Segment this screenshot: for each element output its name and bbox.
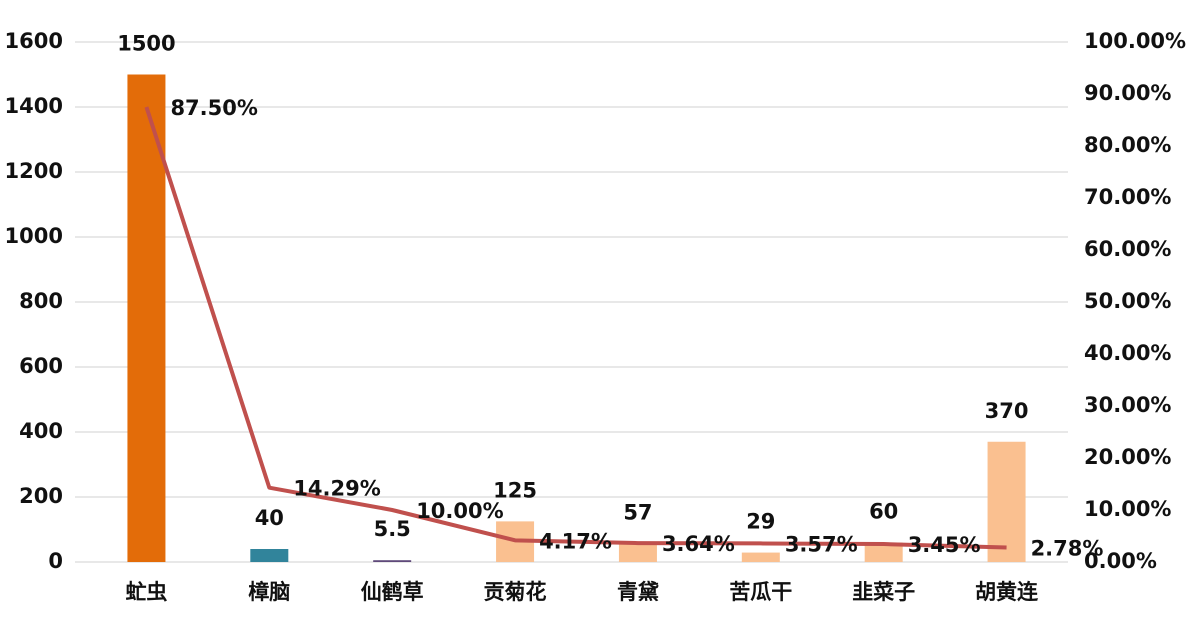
- bar: [741, 552, 780, 562]
- bar-value-label: 57: [623, 500, 652, 524]
- x-tick-label: 胡黄连: [975, 580, 1039, 604]
- bar-value-label: 40: [255, 506, 284, 530]
- x-tick-label: 韭菜子: [852, 580, 915, 604]
- y-tick-label: 600: [19, 354, 63, 378]
- x-tick-label: 青黛: [617, 580, 659, 604]
- y-tick-label: 1200: [5, 159, 63, 183]
- y2-tick-label: 40.00%: [1084, 341, 1171, 365]
- y2-tick-label: 50.00%: [1084, 289, 1171, 313]
- y2-tick-label: 0.00%: [1084, 549, 1157, 573]
- y-tick-label: 800: [19, 289, 63, 313]
- bar: [127, 74, 166, 562]
- bar-value-label: 125: [493, 478, 537, 502]
- bar: [250, 549, 289, 562]
- line-value-label: 3.45%: [908, 533, 981, 557]
- y2-tick-label: 70.00%: [1084, 185, 1171, 209]
- line-value-label: 87.50%: [170, 96, 257, 120]
- y2-tick-label: 60.00%: [1084, 237, 1171, 261]
- y-tick-label: 400: [19, 419, 63, 443]
- y-tick-label: 1600: [5, 29, 63, 53]
- y2-tick-label: 20.00%: [1084, 445, 1171, 469]
- line-value-label: 10.00%: [416, 499, 503, 523]
- bar: [618, 543, 657, 562]
- bar-value-label: 1500: [117, 32, 175, 56]
- line-value-label: 4.17%: [539, 529, 612, 553]
- bar: [864, 542, 903, 562]
- bar-value-label: 5.5: [374, 517, 411, 541]
- y-tick-label: 1400: [5, 94, 63, 118]
- line-value-label: 3.57%: [785, 532, 858, 556]
- y-tick-label: 0: [48, 549, 63, 573]
- x-tick-label: 樟脑: [248, 580, 290, 604]
- y2-tick-label: 10.00%: [1084, 497, 1171, 521]
- line-value-label: 2.78%: [1031, 537, 1104, 561]
- line-value-label: 3.64%: [662, 532, 735, 556]
- x-tick-label: 贡菊花: [484, 580, 547, 604]
- bar: [987, 441, 1026, 562]
- bar-value-label: 29: [746, 510, 775, 534]
- y-tick-label: 200: [19, 484, 63, 508]
- y2-tick-label: 30.00%: [1084, 393, 1171, 417]
- x-tick-label: 仙鹤草: [361, 580, 424, 604]
- x-tick-label: 苦瓜干: [729, 580, 792, 604]
- line-value-label: 14.29%: [293, 477, 380, 501]
- y2-tick-label: 80.00%: [1084, 133, 1171, 157]
- line: [144, 106, 1007, 550]
- bar-value-label: 370: [985, 399, 1029, 423]
- y-tick-label: 1000: [5, 224, 63, 248]
- y2-tick-label: 90.00%: [1084, 81, 1171, 105]
- bar: [373, 560, 412, 562]
- bar-value-label: 60: [869, 500, 898, 524]
- x-tick-label: 虻虫: [125, 580, 167, 604]
- y2-tick-label: 100.00%: [1084, 29, 1186, 53]
